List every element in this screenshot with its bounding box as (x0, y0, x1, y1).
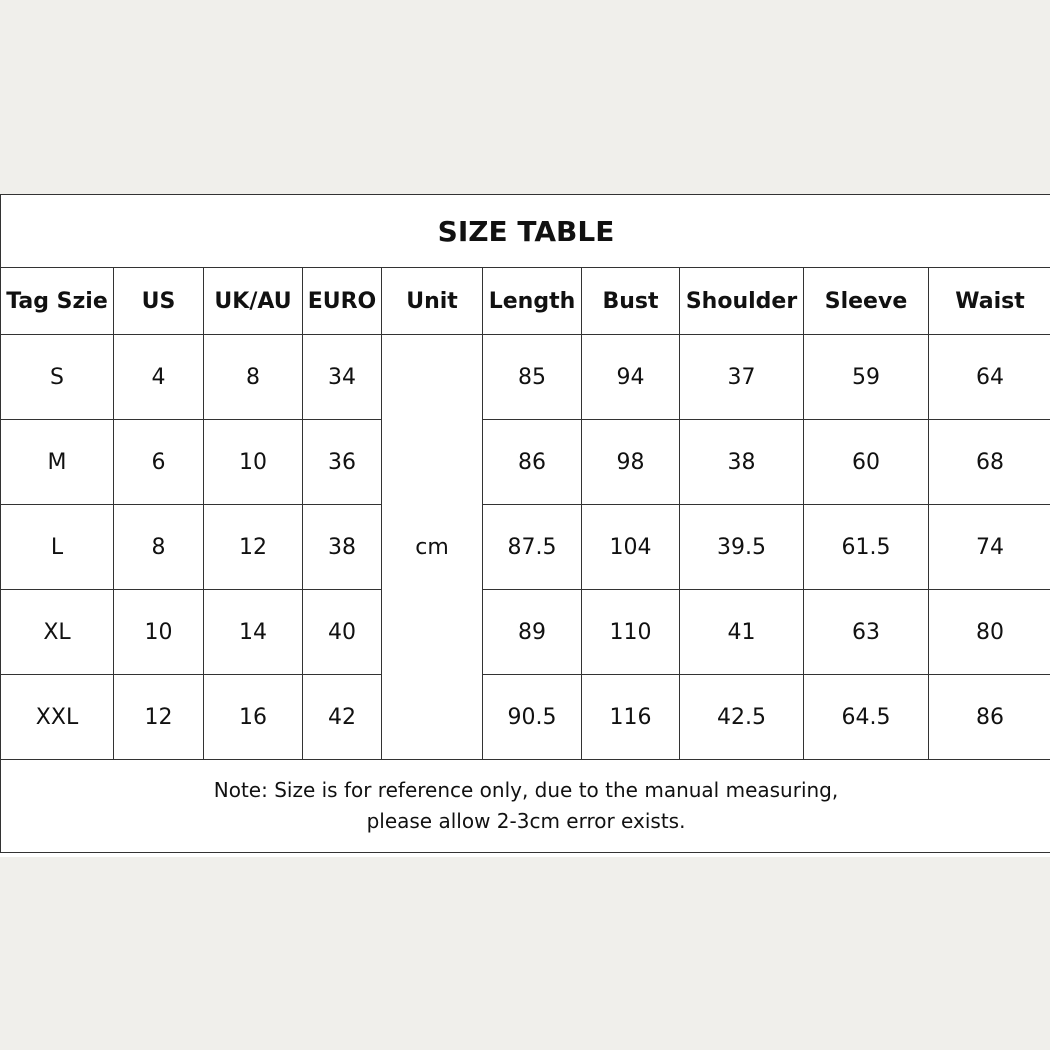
table-cell: 10 (203, 419, 303, 505)
table-cell: 39.5 (679, 504, 804, 590)
table-cell: 12 (113, 674, 204, 760)
table-cell: 37 (679, 334, 804, 420)
table-cell: S (0, 334, 114, 420)
column-header: Tag Szie (0, 267, 114, 335)
table-cell: 89 (482, 589, 582, 675)
column-header: EURO (302, 267, 382, 335)
table-cell: 36 (302, 419, 382, 505)
note-line-1: Note: Size is for reference only, due to… (213, 778, 839, 802)
column-header: Shoulder (679, 267, 804, 335)
table-cell: L (0, 504, 114, 590)
table-row: L 8 12 38 87.5 104 39.5 61.5 74 (0, 504, 1050, 590)
table-row: XXL 12 16 42 90.5 116 42.5 64.5 86 (0, 674, 1050, 760)
table-cell: 12 (203, 504, 303, 590)
table-cell: 60 (803, 419, 929, 505)
table-cell: 64.5 (803, 674, 929, 760)
unit-cell: cm (381, 334, 483, 760)
header-row: Tag Szie US UK/AU EURO Unit Length Bust Shoulde… (0, 267, 1050, 335)
table-cell: 90.5 (482, 674, 582, 760)
table-cell: 61.5 (803, 504, 929, 590)
table-cell: 8 (113, 504, 204, 590)
column-header: Bust (581, 267, 680, 335)
column-header: US (113, 267, 204, 335)
table-cell: 10 (113, 589, 204, 675)
table-cell: 38 (302, 504, 382, 590)
table-cell: 110 (581, 589, 680, 675)
table-cell: 85 (482, 334, 582, 420)
table-row: M 6 10 36 86 98 38 60 68 (0, 419, 1050, 505)
table-cell: XXL (0, 674, 114, 760)
table-cell: 94 (581, 334, 680, 420)
size-table: SIZE TABLE Tag Szie US UK/AU EURO Unit Length… (0, 194, 1050, 853)
table-cell: 86 (482, 419, 582, 505)
column-header: Length (482, 267, 582, 335)
table-row: S 4 8 34 cm 85 94 37 59 64 (0, 334, 1050, 760)
table-cell: 104 (581, 504, 680, 590)
size-table-container: SIZE TABLE Tag Szie US UK/AU EURO Unit Length… (0, 194, 1050, 857)
table-cell: 74 (927, 504, 1050, 590)
column-header: Waist (927, 267, 1050, 335)
table-cell: 16 (203, 674, 303, 760)
table-cell: 87.5 (482, 504, 582, 590)
table-cell: 40 (302, 589, 382, 675)
column-header: UK/AU (203, 267, 303, 335)
table-cell: M (0, 419, 114, 505)
table-cell: 38 (679, 419, 804, 505)
table-title: SIZE TABLE (0, 194, 1050, 268)
table-cell: 14 (203, 589, 303, 675)
table-cell: 98 (581, 419, 680, 505)
table-cell: 68 (927, 419, 1050, 505)
table-cell: 80 (927, 589, 1050, 675)
table-cell: 64 (927, 334, 1050, 420)
table-cell: 116 (581, 674, 680, 760)
table-row: XL 10 14 40 89 110 41 63 80 (0, 589, 1050, 675)
column-header: Sleeve (803, 267, 929, 335)
table-cell: 42 (302, 674, 382, 760)
table-cell: 34 (302, 334, 382, 420)
note: Note: Size is for reference only, due to… (0, 759, 1050, 853)
table-cell: 6 (113, 419, 204, 505)
note-line-2: please allow 2-3cm error exists. (366, 809, 686, 833)
table-cell: 59 (803, 334, 929, 420)
table-cell: 86 (927, 674, 1050, 760)
table-cell: 63 (803, 589, 929, 675)
table-cell: 42.5 (679, 674, 804, 760)
table-cell: 8 (203, 334, 303, 420)
column-header: Unit (381, 267, 483, 335)
table-cell: 4 (113, 334, 204, 420)
table-cell: XL (0, 589, 114, 675)
table-cell: 41 (679, 589, 804, 675)
